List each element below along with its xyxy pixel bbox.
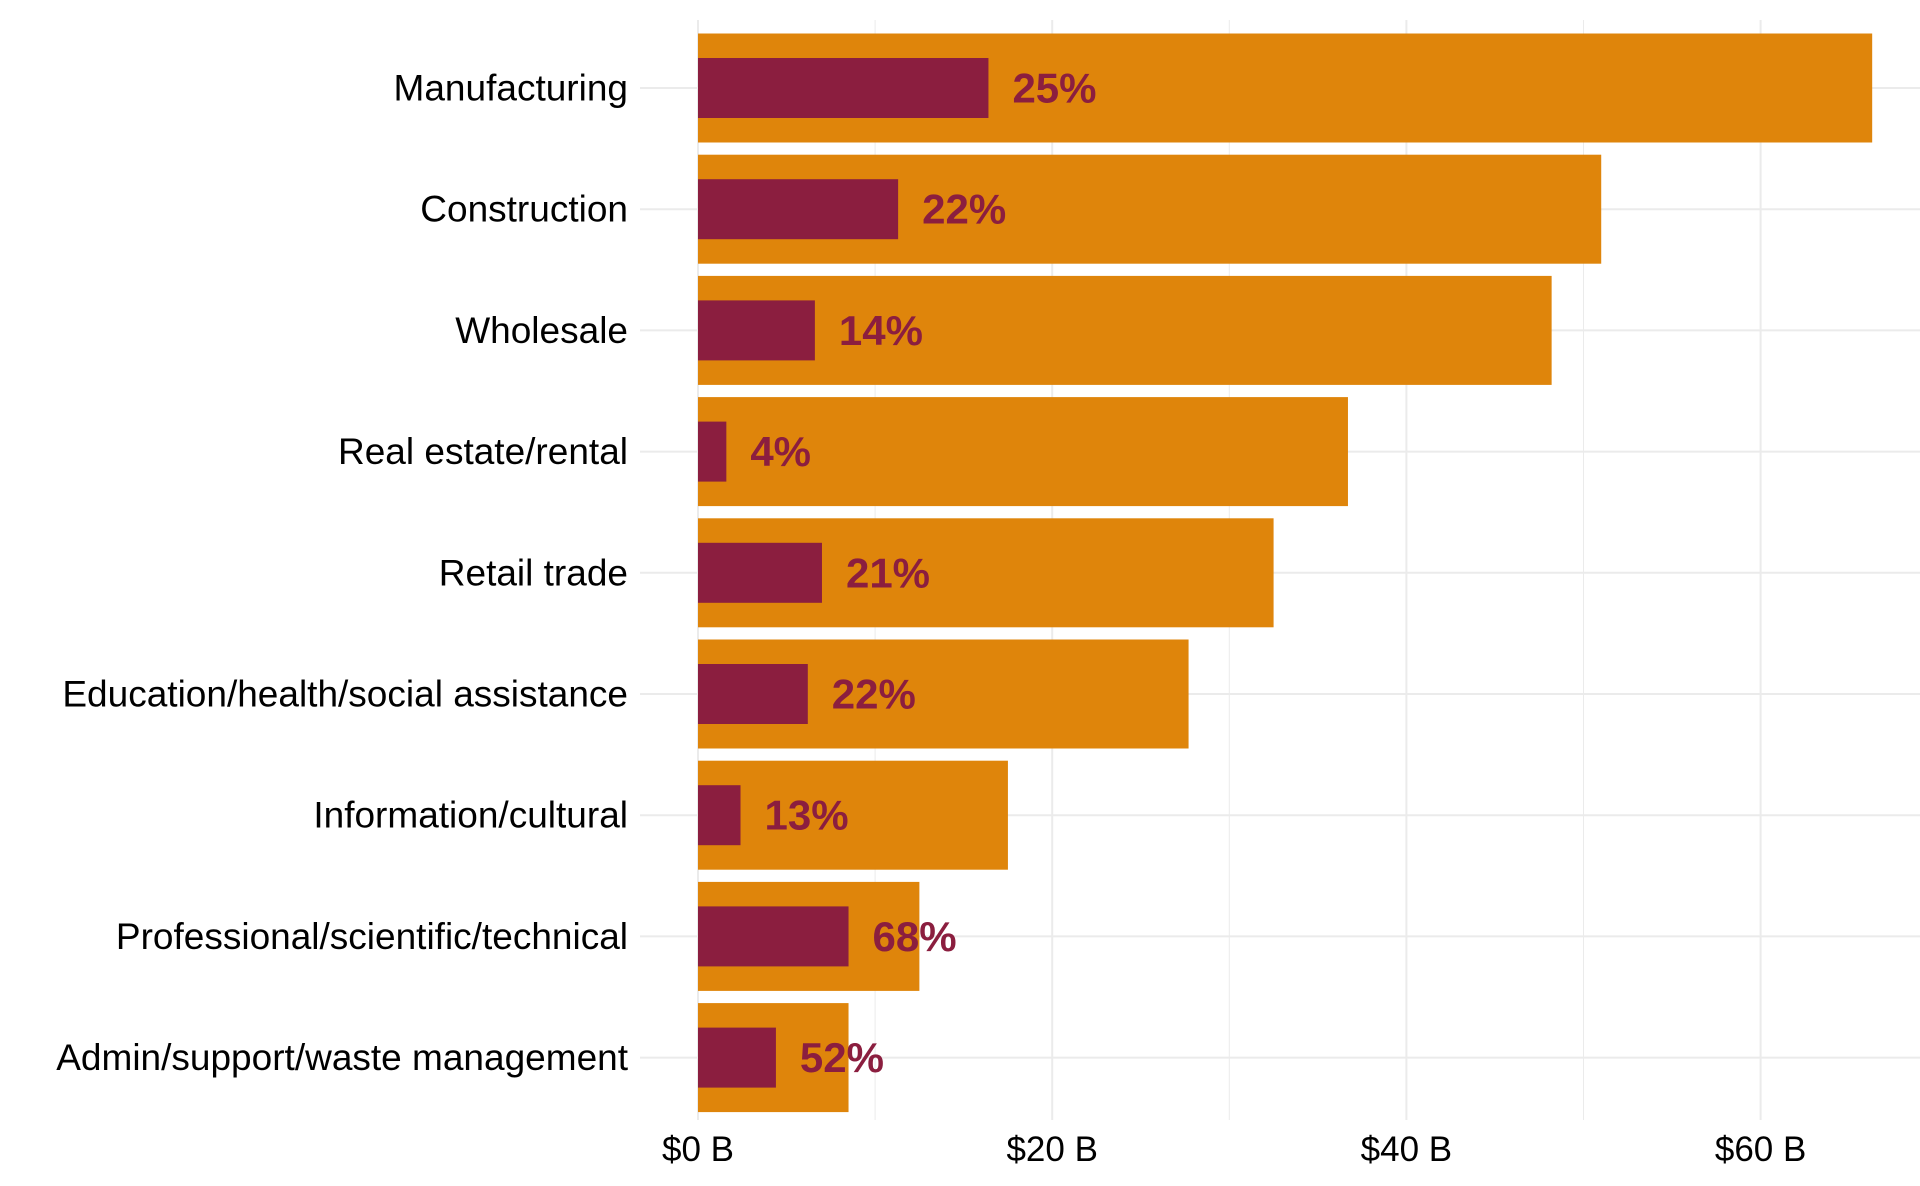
total-bar (698, 760, 1008, 870)
percent-label: 14% (839, 307, 923, 354)
category-label: Professional/scientific/technical (116, 916, 628, 957)
x-tick-label: $60 B (1715, 1130, 1806, 1169)
portion-bar (698, 300, 815, 361)
x-tick-label: $20 B (1006, 1130, 1097, 1169)
category-label: Education/health/social assistance (62, 674, 628, 715)
portion-bar (698, 179, 899, 240)
portion-bar (698, 1027, 776, 1088)
category-label: Information/cultural (313, 795, 628, 836)
category-label: Retail trade (439, 552, 628, 593)
category-label: Construction (420, 189, 628, 230)
category-label: Wholesale (455, 310, 628, 351)
percent-label: 13% (765, 792, 849, 839)
category-label: Real estate/rental (338, 431, 628, 472)
percent-label: 52% (800, 1034, 884, 1081)
labels: Manufacturing 25% Construction 22% Wholesale… (56, 65, 1806, 1170)
x-tick-label: $40 B (1361, 1130, 1452, 1169)
bars (698, 33, 1873, 1113)
total-bar (698, 397, 1348, 507)
category-label: Admin/support/waste management (56, 1037, 628, 1078)
percent-label: 25% (1012, 65, 1096, 112)
total-bar (698, 275, 1552, 385)
portion-bar (698, 906, 849, 967)
portion-bar (698, 58, 989, 118)
percent-label: 22% (922, 186, 1006, 233)
portion-bar (698, 421, 727, 482)
percent-label: 68% (873, 913, 957, 960)
portion-bar (698, 785, 741, 846)
percent-label: 22% (832, 671, 916, 718)
x-tick-label: $0 B (662, 1130, 734, 1169)
category-label: Manufacturing (394, 68, 628, 109)
portion-bar (698, 542, 822, 603)
percent-label: 4% (750, 428, 811, 475)
percent-label: 21% (846, 549, 930, 596)
portion-bar (698, 664, 808, 724)
